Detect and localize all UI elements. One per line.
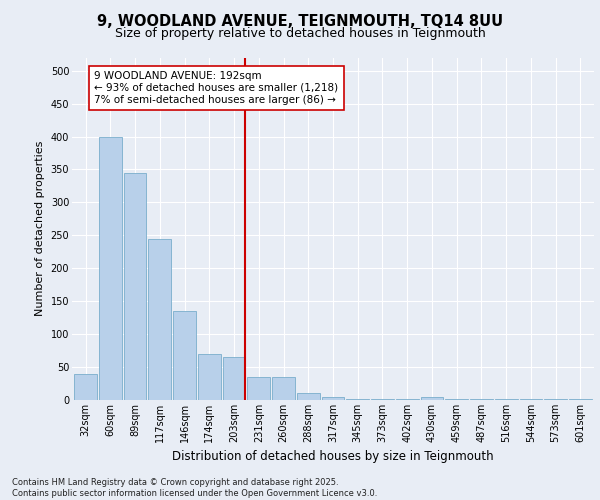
X-axis label: Distribution of detached houses by size in Teignmouth: Distribution of detached houses by size … (172, 450, 494, 464)
Bar (421, 396, 443, 400)
Bar (198, 354, 221, 400)
Bar (445, 398, 468, 400)
Bar (74, 374, 97, 400)
Bar (520, 398, 542, 400)
Bar (272, 377, 295, 400)
Bar (470, 398, 493, 400)
Bar (124, 173, 146, 400)
Bar (173, 311, 196, 400)
Y-axis label: Number of detached properties: Number of detached properties (35, 141, 45, 316)
Bar (297, 394, 320, 400)
Bar (495, 398, 518, 400)
Bar (247, 377, 270, 400)
Bar (99, 136, 122, 400)
Bar (371, 398, 394, 400)
Text: 9 WOODLAND AVENUE: 192sqm
← 93% of detached houses are smaller (1,218)
7% of sem: 9 WOODLAND AVENUE: 192sqm ← 93% of detac… (94, 72, 338, 104)
Bar (396, 398, 419, 400)
Bar (544, 398, 567, 400)
Bar (223, 357, 245, 400)
Bar (148, 238, 171, 400)
Text: 9, WOODLAND AVENUE, TEIGNMOUTH, TQ14 8UU: 9, WOODLAND AVENUE, TEIGNMOUTH, TQ14 8UU (97, 14, 503, 29)
Text: Contains HM Land Registry data © Crown copyright and database right 2025.
Contai: Contains HM Land Registry data © Crown c… (12, 478, 377, 498)
Bar (569, 398, 592, 400)
Text: Size of property relative to detached houses in Teignmouth: Size of property relative to detached ho… (115, 28, 485, 40)
Bar (322, 396, 344, 400)
Bar (346, 398, 369, 400)
